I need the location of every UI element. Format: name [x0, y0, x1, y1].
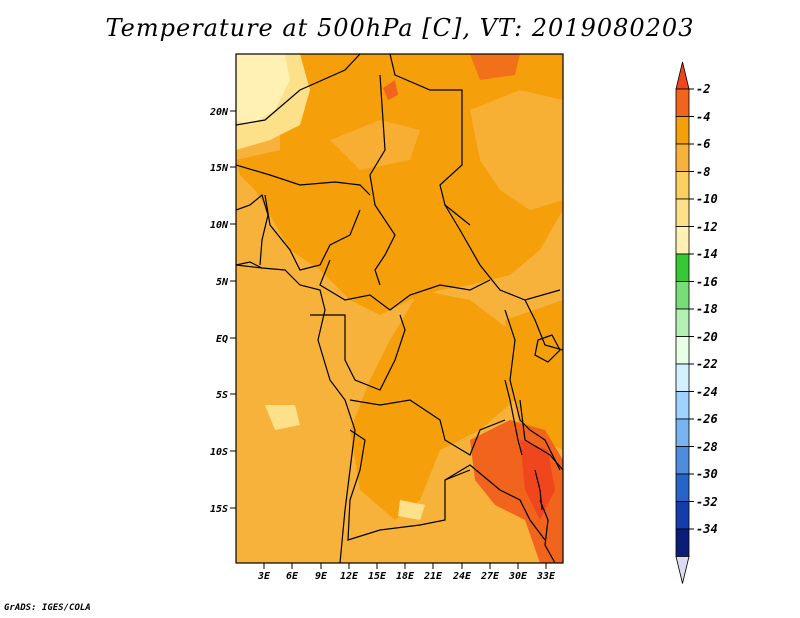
coast-gulf: [236, 261, 263, 269]
colorbar-label: -12: [696, 220, 718, 234]
field-minus4-south: [350, 290, 515, 520]
colorbar-label: -34: [696, 522, 718, 536]
colorbar: -2 -4 -6 -8 -10 -12 -14 -16 -18 -20 -22 …: [675, 61, 718, 584]
border-tanzania: [519, 399, 563, 471]
field-minus2-ne-patch: [470, 54, 520, 80]
border-drc-west: [349, 399, 506, 456]
colorbar-box: [675, 198, 690, 227]
lon-label: 3E: [257, 571, 271, 582]
field-minus8-south: [398, 500, 425, 520]
colorbar-label: -14: [696, 247, 718, 261]
lon-label: 12E: [340, 571, 359, 582]
colorbar-box: [675, 171, 690, 200]
colorbar-label: -6: [696, 137, 710, 151]
lat-label: 15S: [210, 504, 228, 515]
border-east: [504, 309, 561, 471]
border-north-1: [236, 54, 361, 126]
border-chad-sudan: [369, 74, 396, 286]
border-north-2: [389, 54, 471, 226]
lat-label: 10N: [210, 220, 229, 231]
colorbar-box: [675, 88, 690, 117]
lat-label: 10S: [210, 447, 228, 458]
lon-label: 27E: [480, 571, 500, 582]
lon-label: 24E: [452, 571, 472, 582]
lat-label: 5S: [216, 390, 228, 401]
lon-axis: 3E 6E 9E 12E 15E 18E 21E 24E 27E 30E 33E: [257, 563, 556, 582]
border-car: [319, 259, 491, 311]
border-gabon-congo: [310, 314, 406, 391]
lon-label: 21E: [423, 571, 443, 582]
colorbar-box: [675, 363, 690, 392]
colorbar-label: -10: [696, 192, 718, 206]
field-minus6-north-center: [330, 120, 420, 170]
colorbar-label: -32: [696, 495, 718, 509]
grads-credit: GrADS: IGES/COLA: [4, 603, 91, 613]
colorbar-label: -16: [696, 275, 718, 289]
field-minus10-nw: [236, 54, 290, 125]
lon-label: 18E: [396, 571, 415, 582]
lat-label: EQ: [216, 334, 228, 345]
colorbar-ticks: [689, 88, 694, 530]
border-nigeria-cameroon: [264, 194, 361, 271]
colorbar-box: [675, 308, 690, 337]
field-minus2-spot: [383, 80, 398, 100]
colorbar-box: [675, 556, 690, 584]
country-borders: [236, 54, 563, 563]
border-zambia: [444, 464, 546, 541]
colorbar-box: [675, 336, 690, 365]
lon-label: 15E: [368, 571, 387, 582]
colorbar-labels: -2 -4 -6 -8 -10 -12 -14 -16 -18 -20 -22 …: [696, 82, 718, 536]
colorbar-box: [675, 528, 690, 557]
colorbar-label: -20: [696, 330, 718, 344]
colorbar-box: [675, 473, 690, 502]
colorbar-box: [675, 501, 690, 530]
colorbar-label: -18: [696, 302, 718, 316]
colorbar-box: [675, 418, 690, 447]
lon-label: 33E: [536, 571, 556, 582]
colorbar-box: [675, 116, 690, 145]
border-west-africa: [236, 193, 269, 266]
colorbar-label: -28: [696, 440, 718, 454]
colorbar-box: [675, 61, 690, 90]
lon-label: 9E: [315, 571, 328, 582]
colorbar-box: [675, 226, 690, 255]
border-mozambique: [539, 499, 556, 563]
coast-west: [236, 264, 356, 563]
colorbar-label: -22: [696, 357, 718, 371]
border-sudan-south: [444, 204, 561, 301]
lake-tanganyika: [504, 379, 523, 456]
colorbar-box: [675, 281, 690, 310]
lake-victoria: [534, 334, 561, 363]
lat-label: 5N: [216, 277, 229, 288]
colorbar-box: [675, 446, 690, 475]
lon-label: 6E: [286, 571, 299, 582]
lake-malawi: [534, 469, 543, 511]
lat-label: 20N: [209, 107, 229, 118]
colorbar-label: -8: [696, 165, 710, 179]
colorbar-label: -30: [696, 467, 718, 481]
colorbar-label: -26: [696, 412, 718, 426]
colorbar-box: [675, 253, 690, 282]
map-title: Temperature at 500hPa [C], VT: 201908020…: [105, 14, 695, 42]
colorbar-boxes: [675, 61, 690, 584]
colorbar-label: -24: [696, 385, 718, 399]
border-uganda-kenya: [524, 299, 563, 351]
lon-label: 30E: [508, 571, 528, 582]
colorbar-box: [675, 143, 690, 172]
field-minus8-west: [265, 405, 300, 430]
lat-label: 15N: [210, 163, 229, 174]
field-minus6-ne: [470, 90, 563, 210]
lat-axis: 20N 15N 10N 5N EQ 5S 10S 15S: [209, 107, 236, 515]
colorbar-label: -2: [696, 82, 710, 96]
field-minus4-east: [505, 300, 563, 450]
border-angola: [347, 429, 471, 541]
colorbar-label: -4: [696, 110, 710, 124]
border-niger-nigeria: [236, 164, 371, 196]
temperature-field: [236, 54, 563, 563]
colorbar-box: [675, 391, 690, 420]
map-frame: [235, 53, 564, 564]
